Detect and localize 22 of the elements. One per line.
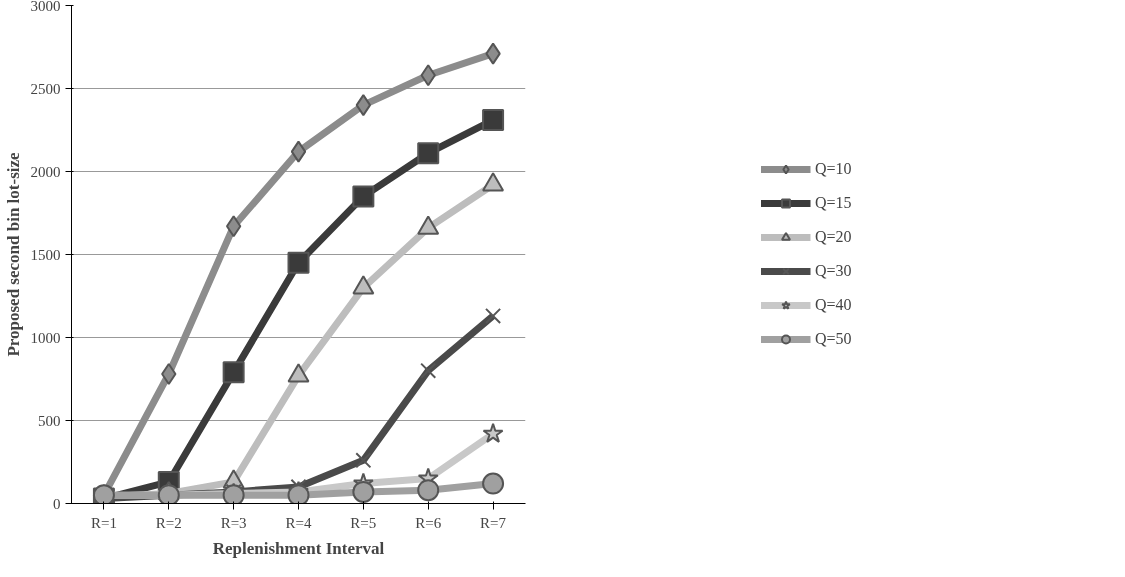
y-tick-label: 1000 [30,329,61,346]
legend-label: Q=20 [815,228,853,246]
y-tick-label: 2000 [30,163,61,180]
x-tick-label: R=4 [285,514,312,531]
x-tick-label: R=6 [415,514,442,531]
y-tick-label: 2500 [30,80,61,97]
x-tick-label: R=2 [155,514,182,531]
legend-label: Q=50 [815,330,853,348]
legend-label: Q=40 [815,296,853,314]
x-axis-title: Replenishment Interval [212,538,385,558]
y-tick-label: 1500 [30,246,61,263]
legend-label: Q=30 [815,262,853,280]
y-tick-label: 0 [53,495,61,512]
x-tick-label: R=3 [220,514,247,531]
x-tick-label: R=7 [480,514,507,531]
x-tick-label: R=5 [350,514,377,531]
y-axis-title: Proposed second bin lot-size [3,151,23,357]
y-tick-label: 500 [38,412,61,429]
legend-label: Q=10 [815,160,853,178]
legend-label: Q=15 [815,194,853,212]
y-tick-label: 3000 [30,0,61,14]
x-tick-label: R=1 [90,514,117,531]
